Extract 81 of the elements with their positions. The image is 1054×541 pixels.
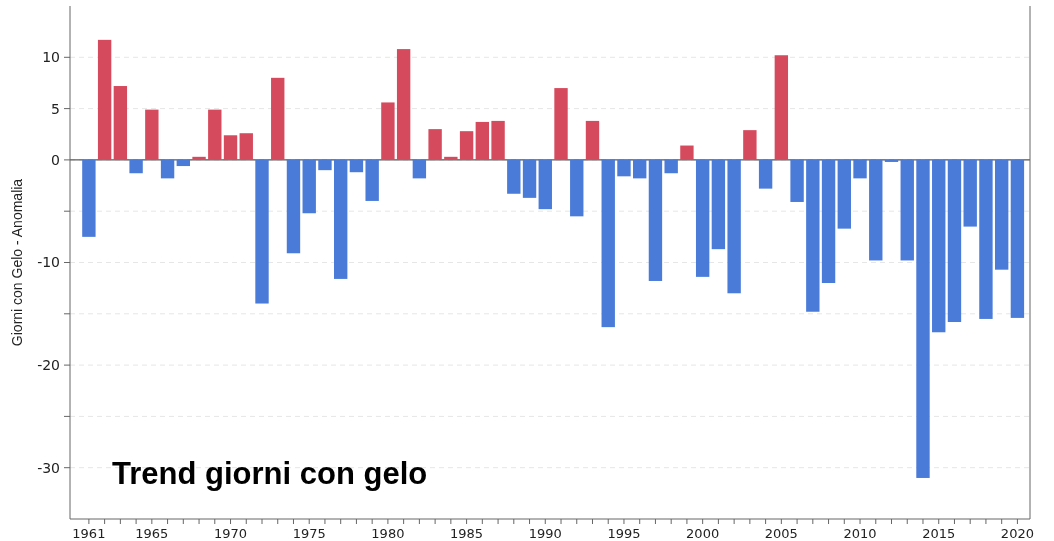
bar xyxy=(664,159,678,174)
bar xyxy=(932,159,946,333)
bar xyxy=(82,159,96,237)
bar xyxy=(994,159,1009,270)
bar xyxy=(318,159,332,171)
bar xyxy=(208,109,222,160)
bar xyxy=(349,159,364,173)
bar xyxy=(947,159,962,323)
bar xyxy=(522,159,537,198)
bar xyxy=(570,159,584,217)
bar xyxy=(160,159,175,179)
y-tick-label: -10 xyxy=(37,254,60,271)
bar xyxy=(711,159,726,250)
bar xyxy=(381,102,395,160)
bar xyxy=(113,86,128,160)
bar xyxy=(444,156,458,160)
bar xyxy=(821,159,836,284)
bar xyxy=(837,159,851,229)
y-tick-label: -20 xyxy=(37,357,60,373)
y-axis-title: Giorni con Gelo - Anomalia xyxy=(9,178,25,347)
bar xyxy=(884,159,899,162)
bar xyxy=(334,159,348,279)
bar xyxy=(900,159,914,261)
bar xyxy=(286,159,301,254)
y-tick-label: 5 xyxy=(51,100,60,117)
bar xyxy=(145,109,159,160)
bar xyxy=(869,159,883,261)
bar xyxy=(507,159,521,194)
bar xyxy=(302,159,316,214)
bar xyxy=(806,159,820,312)
x-tick-label: 1975 xyxy=(292,526,326,541)
bar xyxy=(774,55,789,160)
bar xyxy=(963,159,977,227)
bar xyxy=(790,159,804,202)
y-tick-label: 0 xyxy=(51,151,60,168)
x-tick-label: 1990 xyxy=(528,526,562,541)
bar xyxy=(617,159,631,177)
bar xyxy=(271,77,285,160)
x-tick-label: 1970 xyxy=(213,526,248,541)
bar xyxy=(743,130,757,160)
bar xyxy=(538,159,552,210)
bar xyxy=(601,159,615,328)
bar xyxy=(853,159,867,179)
x-tick-label: 1965 xyxy=(135,526,169,541)
bar xyxy=(1010,159,1025,318)
bar xyxy=(459,131,474,160)
x-tick-label: 2000 xyxy=(686,526,720,541)
x-tick-label: 2015 xyxy=(922,526,956,541)
bar xyxy=(176,159,190,167)
x-tick-label: 2010 xyxy=(843,526,877,541)
bar xyxy=(97,39,112,160)
x-tick-label: 1961 xyxy=(72,526,106,541)
bar xyxy=(192,156,206,160)
bar xyxy=(239,133,253,160)
bar xyxy=(758,159,773,189)
bar xyxy=(695,159,710,277)
bar xyxy=(554,88,568,160)
bar xyxy=(223,135,238,160)
bar xyxy=(365,159,379,201)
x-tick-label: 1985 xyxy=(450,526,484,541)
bar xyxy=(648,159,663,281)
x-tick-label: 2020 xyxy=(1000,526,1034,541)
bar xyxy=(396,49,411,160)
bar xyxy=(680,145,694,160)
bar xyxy=(585,120,600,160)
bar xyxy=(727,159,741,294)
bar xyxy=(979,159,993,319)
bar xyxy=(633,159,647,179)
y-tick-label: 10 xyxy=(42,49,60,66)
x-tick-label: 1995 xyxy=(607,526,641,541)
x-tick-label: 2005 xyxy=(764,526,798,541)
bar xyxy=(129,159,143,174)
bar xyxy=(491,120,505,160)
bar xyxy=(916,159,930,478)
x-tick-label: 1980 xyxy=(371,526,405,541)
bar xyxy=(255,159,269,304)
text: Trend giorni con gelo xyxy=(112,456,428,491)
bar xyxy=(428,129,442,160)
bar xyxy=(412,159,427,179)
y-tick-label: -30 xyxy=(37,459,60,476)
bar xyxy=(475,121,490,160)
